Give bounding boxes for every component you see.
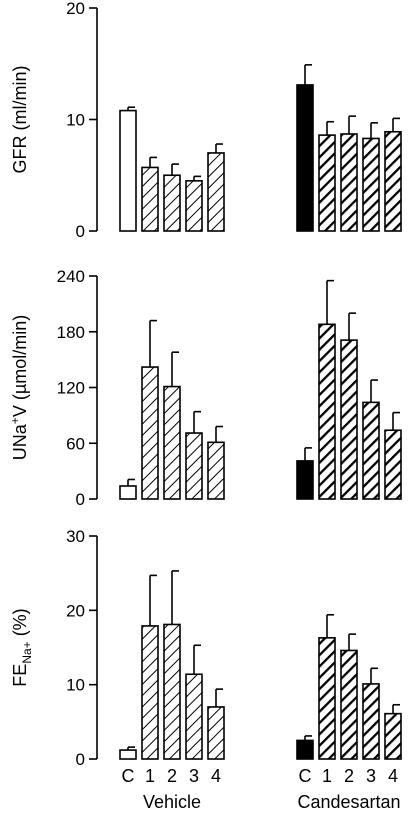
- y-axis-label-sub: Na+: [20, 641, 34, 663]
- error-bar: [348, 633, 356, 651]
- group-label-vehicle: Vehicle: [143, 792, 201, 812]
- group-label-candesartan: Candesartan: [297, 792, 400, 812]
- error-bar: [392, 703, 400, 714]
- error-bar: [215, 688, 223, 707]
- error-bar: [193, 644, 201, 675]
- bar-candesartan-2: [340, 133, 358, 232]
- error-bar: [127, 478, 135, 486]
- x-tick-label: 1: [322, 766, 332, 786]
- bar-vehicle-4: [207, 152, 225, 232]
- error-bar: [370, 122, 378, 139]
- bar-vehicle-3: [185, 180, 203, 232]
- error-bar: [326, 613, 334, 638]
- x-tick-label: C: [122, 766, 135, 786]
- error-bar: [149, 156, 157, 168]
- y-tick-label: 0: [76, 222, 85, 241]
- bar-candesartan-1: [318, 637, 336, 760]
- bar-vehicle-4: [207, 441, 225, 500]
- x-tick-label: 4: [211, 766, 221, 786]
- error-bar: [127, 106, 135, 111]
- y-axis-label-main: FE: [10, 664, 30, 687]
- y-tick-label: 20: [66, 0, 85, 18]
- y-axis-label: FENa+ (%): [10, 608, 34, 686]
- x-tick-label: C: [299, 766, 312, 786]
- y-tick-label: 30: [66, 527, 85, 546]
- x-tick-label: 1: [145, 766, 155, 786]
- error-bar: [370, 379, 378, 403]
- bar-candesartan-3: [362, 401, 380, 500]
- bar-vehicle-3: [185, 432, 203, 500]
- bar-vehicle-2: [163, 623, 181, 760]
- y-axis-label-tail: V (µmol/min): [10, 315, 30, 417]
- y-tick-label: 240: [57, 267, 85, 286]
- y-tick-label: 0: [76, 750, 85, 769]
- bar-vehicle-C: [119, 749, 137, 760]
- error-bar: [127, 746, 135, 751]
- chart-panel-2: 0 60 120 180 240 UNa+V (µmol/min): [8, 267, 402, 509]
- y-axis-label-main: UNa: [10, 423, 30, 460]
- bar-candesartan-4: [384, 429, 402, 500]
- bar-candesartan-C: [296, 84, 314, 232]
- x-tick-label: 3: [366, 766, 376, 786]
- error-bar: [392, 117, 400, 132]
- y-tick-label: 60: [66, 434, 85, 453]
- error-bar: [370, 667, 378, 684]
- error-bar: [304, 447, 312, 461]
- bar-candesartan-1: [318, 134, 336, 232]
- bar-vehicle-C: [119, 109, 137, 232]
- y-axis-label-tail: (%): [10, 608, 30, 641]
- error-bar: [149, 319, 157, 368]
- x-tick-label: 2: [344, 766, 354, 786]
- x-tick-label: 2: [167, 766, 177, 786]
- error-bar: [392, 411, 400, 431]
- x-tick-label: 4: [388, 766, 398, 786]
- bar-vehicle-1: [141, 366, 159, 500]
- error-bar: [193, 410, 201, 434]
- y-tick-label: 120: [57, 379, 85, 398]
- y-tick-label: 20: [66, 601, 85, 620]
- error-bar: [326, 279, 334, 325]
- chart-panel-3: 0 10 20 30 FENa+ (%): [10, 527, 402, 769]
- bar-candesartan-1: [318, 323, 336, 500]
- bar-vehicle-1: [141, 166, 159, 232]
- error-bar: [171, 570, 179, 625]
- error-bar: [348, 312, 356, 341]
- y-tick-label: 10: [66, 676, 85, 695]
- y-axis-label-sup: +: [8, 417, 22, 424]
- bar-candesartan-2: [340, 339, 358, 500]
- bar-candesartan-2: [340, 649, 358, 760]
- bar-candesartan-4: [384, 712, 402, 760]
- bar-vehicle-2: [163, 385, 181, 500]
- y-tick-label: 180: [57, 323, 85, 342]
- bar-candesartan-3: [362, 137, 380, 232]
- error-bar: [348, 115, 356, 134]
- y-tick-label: 0: [76, 490, 85, 509]
- y-axis-label: UNa+V (µmol/min): [8, 315, 30, 460]
- y-tick-label: 10: [66, 111, 85, 130]
- error-bar: [304, 64, 312, 85]
- bar-vehicle-1: [141, 625, 159, 760]
- error-bar: [215, 425, 223, 443]
- bar-candesartan-C: [296, 739, 314, 760]
- bar-vehicle-3: [185, 673, 203, 760]
- error-bar: [326, 120, 334, 136]
- bar-candesartan-C: [296, 460, 314, 500]
- error-bar: [215, 143, 223, 153]
- bar-candesartan-3: [362, 683, 380, 760]
- error-bar: [171, 163, 179, 176]
- bar-candesartan-4: [384, 130, 402, 232]
- error-bar: [304, 735, 312, 741]
- error-bar: [171, 351, 179, 387]
- error-bar: [193, 175, 201, 181]
- bar-vehicle-4: [207, 706, 225, 760]
- bar-vehicle-C: [119, 485, 137, 500]
- chart-panel-1: 0 10 20 GFR (ml/min): [10, 0, 402, 241]
- y-axis-label-main: GFR (ml/min): [10, 66, 30, 174]
- bar-vehicle-2: [163, 174, 181, 232]
- x-tick-label: 3: [189, 766, 199, 786]
- error-bar: [149, 574, 157, 626]
- y-axis-label: GFR (ml/min): [10, 66, 30, 174]
